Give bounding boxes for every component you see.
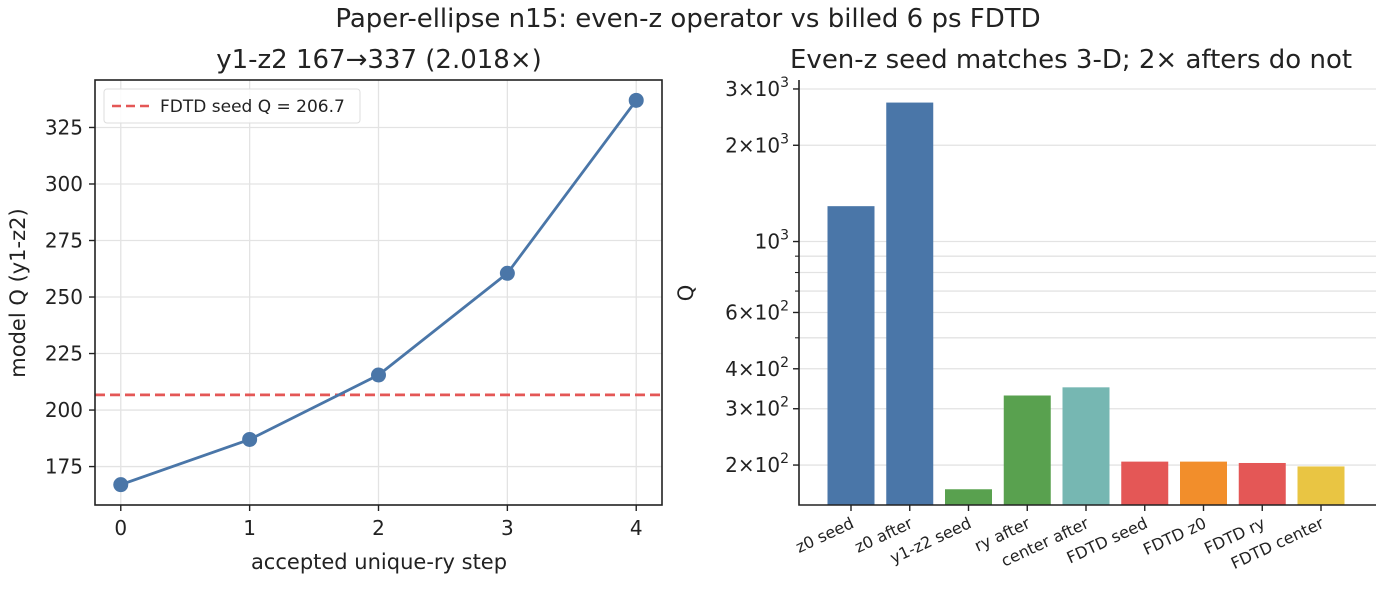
- bar-x-tick-label: FDTD z0: [1140, 513, 1209, 559]
- bar: [1062, 387, 1110, 505]
- bar-x-tick-label: z0 seed: [793, 513, 857, 556]
- series-point: [628, 92, 644, 108]
- legend-frame: [103, 88, 361, 124]
- line-x-tick-label: 4: [630, 516, 643, 540]
- line-x-tick-label: 2: [372, 516, 385, 540]
- bar: [1297, 466, 1345, 505]
- bar-chart-panel: Even-z seed matches 3-D; 2× afters do no…: [674, 45, 1376, 573]
- line-x-axis-label: accepted unique-ry step: [251, 550, 507, 574]
- line-y-tick-label: 275: [45, 229, 83, 253]
- bar-y-ticks: 2×102 3×102 4×102 6×102 103 2×103 3×103: [725, 75, 799, 477]
- line-y-tick-label: 300: [45, 172, 83, 196]
- bar-y-tick-label: 3×102: [725, 395, 789, 421]
- bar: [886, 102, 934, 506]
- series-point: [371, 367, 386, 383]
- line-chart-panel: y1-z2 167→337 (2.018×) 0 1 2 3 4 175 200 225 25…: [6, 45, 663, 574]
- line-chart-grid: [95, 80, 662, 505]
- series-point: [113, 477, 129, 493]
- bar-y-tick-label: 3×103: [725, 75, 789, 101]
- bar: [1238, 462, 1286, 505]
- line-y-tick-label: 325: [45, 115, 83, 139]
- bar-y-tick-label: 103: [755, 228, 789, 254]
- bar-y-tick-label: 6×102: [725, 298, 789, 324]
- bar: [945, 489, 992, 505]
- line-y-ticks: 175 200 225 250 275 300 325: [45, 115, 95, 479]
- line-series-group: [113, 92, 644, 493]
- line-y-axis-label: model Q (y1-z2): [6, 208, 30, 377]
- bar: [827, 206, 875, 505]
- line-y-tick-label: 250: [45, 285, 83, 309]
- line-chart-title: y1-z2 167→337 (2.018×): [216, 45, 542, 75]
- line-x-ticks: 0 1 2 3 4: [114, 505, 643, 540]
- bar-group: [827, 102, 1345, 506]
- series-point: [499, 265, 515, 281]
- line-y-tick-label: 225: [45, 342, 83, 366]
- line-x-tick-label: 0: [114, 516, 127, 540]
- bar-y-axis-label: Q: [674, 285, 698, 302]
- bar-y-tick-label: 2×103: [725, 131, 789, 157]
- figure-suptitle: Paper-ellipse n15: even-z operator vs bi…: [335, 4, 1040, 34]
- line-chart-legend: FDTD seed Q = 206.7: [103, 88, 361, 124]
- line-y-tick-label: 175: [45, 455, 83, 479]
- bar: [1180, 461, 1227, 505]
- bar: [1121, 461, 1169, 505]
- series-point: [242, 431, 258, 447]
- bar-chart-frame: [798, 80, 1376, 506]
- legend-label-reference: FDTD seed Q = 206.7: [160, 97, 345, 117]
- bar-y-tick-label: 4×102: [725, 355, 789, 381]
- line-x-tick-label: 3: [501, 516, 514, 540]
- bar-chart-title: Even-z seed matches 3-D; 2× afters do no…: [790, 45, 1352, 75]
- bar-y-tick-label: 2×102: [725, 451, 789, 477]
- line-y-tick-label: 200: [45, 398, 83, 422]
- line-x-tick-label: 1: [243, 516, 256, 540]
- bar: [1003, 395, 1051, 505]
